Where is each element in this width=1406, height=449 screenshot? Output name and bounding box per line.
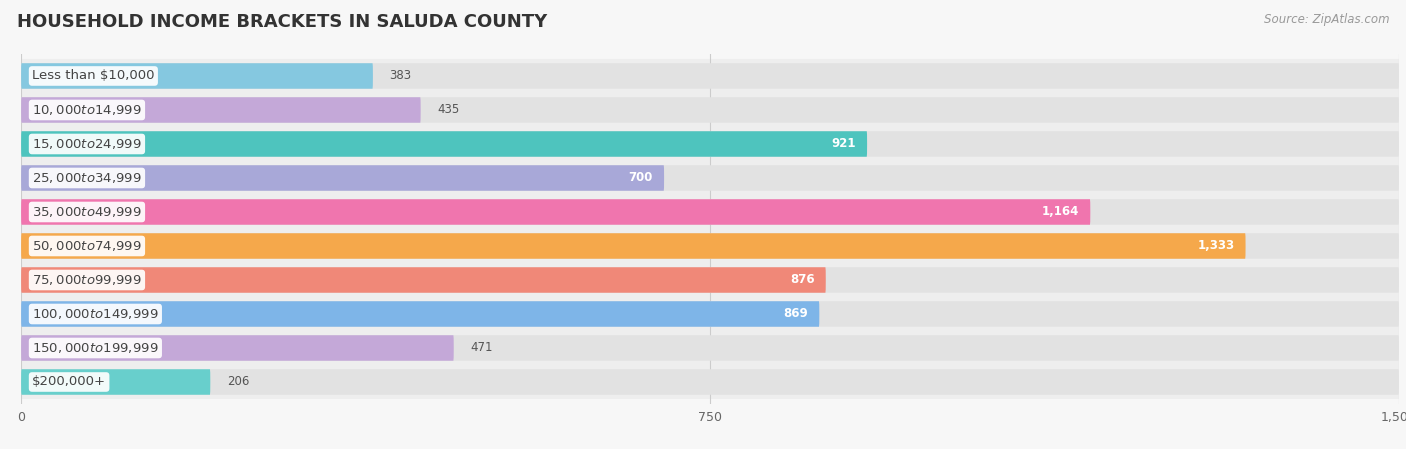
FancyBboxPatch shape <box>21 165 664 191</box>
Text: $50,000 to $74,999: $50,000 to $74,999 <box>32 239 142 253</box>
FancyBboxPatch shape <box>21 199 1090 225</box>
FancyBboxPatch shape <box>21 63 1399 89</box>
FancyBboxPatch shape <box>21 195 1399 229</box>
FancyBboxPatch shape <box>21 165 1399 191</box>
Text: Source: ZipAtlas.com: Source: ZipAtlas.com <box>1264 13 1389 26</box>
FancyBboxPatch shape <box>21 331 1399 365</box>
FancyBboxPatch shape <box>21 233 1246 259</box>
FancyBboxPatch shape <box>21 263 1399 297</box>
Text: 876: 876 <box>790 273 814 286</box>
FancyBboxPatch shape <box>21 93 1399 127</box>
Text: 383: 383 <box>389 70 412 83</box>
Text: 1,333: 1,333 <box>1198 239 1234 252</box>
Text: 869: 869 <box>783 308 808 321</box>
Text: $10,000 to $14,999: $10,000 to $14,999 <box>32 103 142 117</box>
FancyBboxPatch shape <box>21 199 1399 225</box>
FancyBboxPatch shape <box>21 63 373 89</box>
Text: $25,000 to $34,999: $25,000 to $34,999 <box>32 171 142 185</box>
Text: Less than $10,000: Less than $10,000 <box>32 70 155 83</box>
Text: $200,000+: $200,000+ <box>32 375 105 388</box>
FancyBboxPatch shape <box>21 365 1399 399</box>
FancyBboxPatch shape <box>21 301 820 327</box>
Text: $150,000 to $199,999: $150,000 to $199,999 <box>32 341 159 355</box>
FancyBboxPatch shape <box>21 97 1399 123</box>
FancyBboxPatch shape <box>21 267 825 293</box>
FancyBboxPatch shape <box>21 97 420 123</box>
Text: $15,000 to $24,999: $15,000 to $24,999 <box>32 137 142 151</box>
FancyBboxPatch shape <box>21 267 1399 293</box>
Text: 921: 921 <box>831 137 856 150</box>
FancyBboxPatch shape <box>21 335 454 361</box>
Text: 700: 700 <box>628 172 652 185</box>
FancyBboxPatch shape <box>21 369 211 395</box>
Text: 1,164: 1,164 <box>1042 206 1080 219</box>
Text: $100,000 to $149,999: $100,000 to $149,999 <box>32 307 159 321</box>
FancyBboxPatch shape <box>21 127 1399 161</box>
FancyBboxPatch shape <box>21 369 1399 395</box>
Text: $35,000 to $49,999: $35,000 to $49,999 <box>32 205 142 219</box>
FancyBboxPatch shape <box>21 131 1399 157</box>
FancyBboxPatch shape <box>21 233 1399 259</box>
FancyBboxPatch shape <box>21 161 1399 195</box>
FancyBboxPatch shape <box>21 229 1399 263</box>
Text: 206: 206 <box>226 375 249 388</box>
Text: 435: 435 <box>437 103 460 116</box>
Text: HOUSEHOLD INCOME BRACKETS IN SALUDA COUNTY: HOUSEHOLD INCOME BRACKETS IN SALUDA COUN… <box>17 13 547 31</box>
FancyBboxPatch shape <box>21 301 1399 327</box>
FancyBboxPatch shape <box>21 297 1399 331</box>
FancyBboxPatch shape <box>21 131 868 157</box>
FancyBboxPatch shape <box>21 335 1399 361</box>
Text: $75,000 to $99,999: $75,000 to $99,999 <box>32 273 142 287</box>
Text: 471: 471 <box>470 342 492 355</box>
FancyBboxPatch shape <box>21 59 1399 93</box>
